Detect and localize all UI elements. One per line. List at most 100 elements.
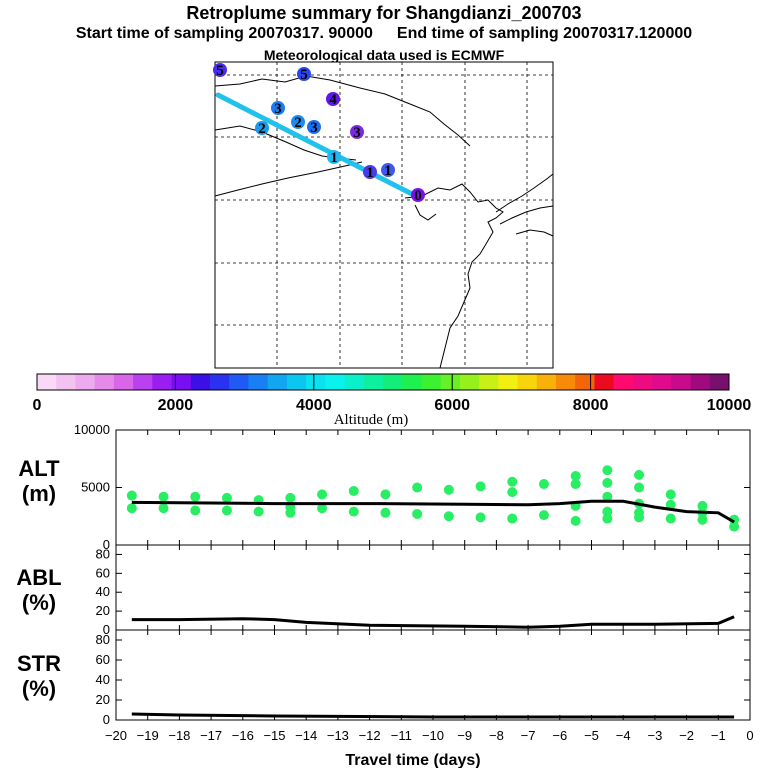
- particle-cluster-point: [602, 477, 613, 488]
- colorbar-tick-label: 6000: [434, 397, 470, 414]
- colorbar-xlabel: Altitude (m): [334, 412, 409, 428]
- colorbar-cell: [171, 374, 192, 390]
- particle-cluster-point: [665, 489, 676, 500]
- colorbar-cell: [113, 374, 134, 390]
- y-tick-label: 40: [96, 584, 110, 599]
- particle-cluster-point: [475, 481, 486, 492]
- colorbar-cell: [286, 374, 307, 390]
- particle-cluster-point: [665, 499, 676, 510]
- particle-cluster-point: [380, 507, 391, 518]
- str-panel-title: STR (%): [4, 651, 74, 701]
- particle-cluster-point: [126, 490, 137, 501]
- particle-cluster-point: [697, 514, 708, 525]
- trajectory-line: [215, 92, 415, 197]
- colorbar-cell: [210, 374, 230, 390]
- series-line: [131, 615, 735, 629]
- colorbar-cell: [383, 374, 403, 390]
- particle-cluster-point: [158, 491, 169, 502]
- map-marker-dot: [327, 150, 341, 164]
- particle-cluster-point: [158, 503, 169, 514]
- colorbar-cell: [325, 374, 346, 390]
- str-title-text: STR (%): [17, 651, 61, 701]
- colorbar-cell: [613, 374, 634, 390]
- x-tick-label: −1: [711, 728, 726, 743]
- map-marker-dot: [255, 121, 269, 135]
- met-data-label: Meteorological data used is ECMWF: [263, 47, 505, 63]
- panel-frame: [115, 629, 751, 721]
- x-tick-label: −18: [168, 728, 190, 743]
- particle-cluster-point: [634, 482, 645, 493]
- colorbar-cell: [652, 374, 672, 390]
- colorbar-cell: [190, 374, 211, 390]
- start-time-label: Start time of sampling 20070317. 90000: [75, 25, 373, 42]
- map-marker-label: 1: [366, 165, 374, 181]
- particle-cluster-point: [221, 505, 232, 516]
- colorbar-cell: [536, 374, 557, 390]
- abl-title-text: ABL (%): [16, 565, 61, 615]
- colorbar-cell: [459, 374, 480, 390]
- map-marker-label: 0: [414, 188, 422, 204]
- particle-cluster-point: [348, 485, 359, 496]
- colorbar-cell: [517, 374, 538, 390]
- panel-title-line: ABL: [16, 565, 62, 590]
- y-tick-label: 10000: [74, 422, 110, 437]
- particle-cluster-point: [443, 511, 454, 522]
- map-marker-label: 3: [310, 120, 318, 136]
- map-marker-label: 5: [216, 63, 224, 79]
- x-tick-label: −4: [616, 728, 631, 743]
- particle-cluster-point: [570, 479, 581, 490]
- x-axis-label: Travel time (days): [345, 752, 480, 768]
- map-marker-dot: [381, 163, 395, 177]
- y-tick-label: 0: [103, 712, 110, 727]
- particle-cluster-point: [317, 503, 328, 514]
- x-tick-label: −7: [521, 728, 536, 743]
- y-tick-label: 80: [96, 546, 110, 561]
- panel-title-line: (%): [21, 590, 57, 615]
- colorbar-cell: [37, 374, 57, 390]
- map-marker-dot: [307, 120, 321, 134]
- particle-cluster-point: [538, 510, 549, 521]
- particle-cluster-point: [190, 505, 201, 516]
- colorbar: 0 2000 4000 6000 8000 10000 Altitude (m): [33, 373, 752, 428]
- colorbar-cell: [133, 374, 153, 390]
- colorbar-tick-label: 8000: [573, 397, 609, 414]
- map-marker-label: 5: [300, 67, 308, 83]
- end-time-label: End time of sampling 20070317.120000: [396, 25, 693, 42]
- colorbar-tick-label: 2000: [158, 397, 194, 414]
- particle-cluster-point: [602, 506, 613, 517]
- x-tick-label: −9: [457, 728, 472, 743]
- sampling-times: Start time of sampling 20070317. 90000 En…: [0, 25, 768, 43]
- panel-frame: [115, 544, 751, 631]
- y-tick-label: 5000: [81, 480, 110, 495]
- colorbar-cell: [421, 374, 442, 390]
- panel-1: 80 60 40 20 0: [96, 544, 751, 637]
- particle-cluster-point: [443, 484, 454, 495]
- particle-cluster-point: [570, 471, 581, 481]
- y-tick-label: 60: [96, 652, 110, 667]
- colorbar-cell: [498, 374, 519, 390]
- map-marker-dot: [291, 115, 305, 129]
- map-marker-label: 2: [258, 121, 266, 137]
- colorbar-cell: [152, 374, 173, 390]
- particle-cluster-point: [634, 469, 645, 480]
- map-marker-dot: [350, 125, 364, 139]
- map-marker-label: 4: [329, 92, 337, 108]
- particle-cluster-point: [348, 506, 359, 517]
- x-tick-label: −2: [679, 728, 694, 743]
- colorbar-tick-label: 10000: [707, 397, 752, 414]
- map-frame: [214, 61, 554, 369]
- x-tick-label: −14: [295, 728, 317, 743]
- colorbar-cell: [479, 374, 499, 390]
- map-coastlines: [214, 75, 554, 369]
- y-tick-label: 0: [103, 622, 110, 637]
- particle-cluster-point: [412, 508, 423, 519]
- x-tick-label: −15: [263, 728, 285, 743]
- particle-cluster-point: [602, 465, 613, 476]
- particle-cluster-point: [253, 506, 264, 517]
- colorbar-cell: [632, 374, 653, 390]
- colorbar-cell: [690, 374, 711, 390]
